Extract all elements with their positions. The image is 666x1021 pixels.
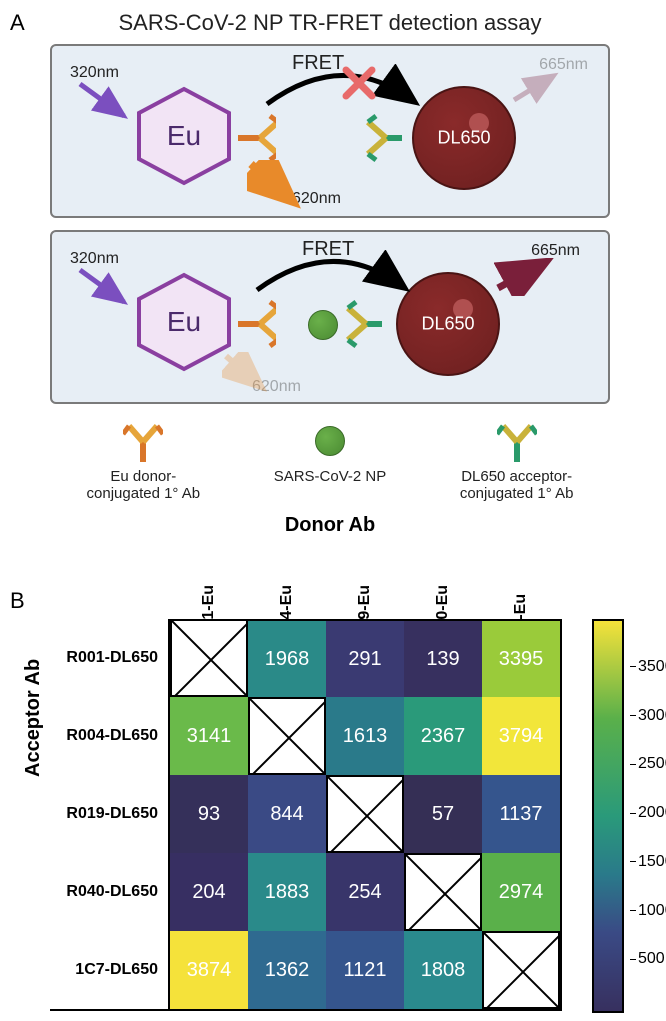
- europium-hexagon-icon-2: Eu: [134, 272, 234, 372]
- excitation-arrow-icon: [78, 82, 138, 126]
- excitation-wavelength-label-2: 320nm: [70, 250, 119, 268]
- panel-a-title: SARS-CoV-2 NP TR-FRET detection assay: [50, 10, 610, 36]
- heatmap-cell: 1613: [326, 697, 404, 775]
- heatmap-row-header: 1C7-DL650: [50, 931, 170, 1009]
- panel-a: SARS-CoV-2 NP TR-FRET detection assay 32…: [50, 10, 610, 537]
- heatmap-cell: 93: [170, 775, 248, 853]
- colorbar-ticks: 500 1000 1500 2000 2500 3000 3500: [630, 619, 666, 1009]
- heatmap-cell: 2367: [404, 697, 482, 775]
- acceptor-antibody-legend-icon: [497, 416, 537, 466]
- heatmap-cell: 3794: [482, 697, 560, 775]
- heatmap: R001-EuR004-EuR019-EuR040-Eu1C7-Eu R001-…: [50, 547, 562, 1011]
- heatmap-cell: 1121: [326, 931, 404, 1009]
- europium-hexagon-icon: Eu: [134, 86, 234, 186]
- colorbar-tick: 3500: [638, 658, 666, 676]
- acceptor-antibody-icon: [358, 110, 402, 170]
- heatmap-cell: 254: [326, 853, 404, 931]
- acceptor-antibody-icon-2: [338, 296, 382, 356]
- colorbar-tick: 3000: [638, 707, 666, 725]
- np-legend-icon: [315, 426, 345, 456]
- donor-antibody-legend-icon: [123, 416, 163, 466]
- fret-diagram: 320nm 665nm 620nm FRET Eu: [50, 230, 610, 404]
- heatmap-row-header: R001-DL650: [50, 619, 170, 697]
- heatmap-cell: 3395: [482, 619, 560, 697]
- colorbar-tick: 500: [638, 950, 665, 968]
- heatmap-cell: [248, 697, 326, 775]
- heatmap-cell: 204: [170, 853, 248, 931]
- excitation-wavelength-label: 320nm: [70, 64, 119, 82]
- dl650-label: DL650: [437, 128, 490, 149]
- no-fret-diagram: 320nm 665nm 620nm FRET Eu: [50, 44, 610, 218]
- heatmap-cell: 2974: [482, 853, 560, 931]
- heatmap-cell: 1362: [248, 931, 326, 1009]
- donor-antibody-icon-2: [232, 296, 276, 356]
- donor-ab-axis-title: Donor Ab: [50, 514, 610, 537]
- colorbar-tick: 1500: [638, 853, 666, 871]
- heatmap-cell: 57: [404, 775, 482, 853]
- heatmap-cell: 1808: [404, 931, 482, 1009]
- np-circle-icon: [308, 310, 338, 340]
- panel-b: Acceptor Ab R001-EuR004-EuR019-EuR040-Eu…: [50, 547, 656, 1011]
- europium-label: Eu: [167, 120, 201, 152]
- heatmap-column-headers: R001-EuR004-EuR019-EuR040-Eu1C7-Eu: [170, 547, 562, 619]
- no-fret-cross-icon: [342, 66, 376, 100]
- colorbar-gradient: [592, 619, 624, 1013]
- legend-acceptor-ab-text: DL650 acceptor- conjugated 1° Ab: [460, 468, 574, 502]
- colorbar-tick: 2500: [638, 755, 666, 773]
- europium-label-2: Eu: [167, 306, 201, 338]
- panel-b-label: B: [10, 588, 25, 614]
- heatmap-cell: 3874: [170, 931, 248, 1009]
- heatmap-cell: [326, 775, 404, 853]
- heatmap-cell: 3141: [170, 697, 248, 775]
- heatmap-cell: [482, 931, 560, 1009]
- panel-a-label: A: [10, 10, 25, 36]
- dl650-circle-icon: DL650: [412, 86, 516, 190]
- colorbar-tick: 2000: [638, 804, 666, 822]
- legend-acceptor-ab: DL650 acceptor- conjugated 1° Ab: [432, 416, 602, 502]
- dl650-label-2: DL650: [421, 314, 474, 335]
- heatmap-cell: 291: [326, 619, 404, 697]
- colorbar-tick: 1000: [638, 902, 666, 920]
- excitation-arrow-icon-2: [78, 268, 138, 312]
- legend-donor-ab: Eu donor- conjugated 1° Ab: [58, 416, 228, 502]
- acceptor-emission-arrow-icon: [494, 258, 554, 296]
- heatmap-cell: [404, 853, 482, 931]
- colorbar: 500100015002000250030003500 TR-FRET Rati…: [592, 619, 666, 1009]
- acceptor-ab-axis-title: Acceptor Ab: [22, 659, 45, 777]
- heatmap-cell: 844: [248, 775, 326, 853]
- donor-emission-arrow-icon: [247, 160, 307, 210]
- legend-donor-ab-text: Eu donor- conjugated 1° Ab: [87, 468, 201, 502]
- fret-arc-icon-2: [252, 250, 412, 300]
- heatmap-row-header: R040-DL650: [50, 853, 170, 931]
- heatmap-grid: R001-DL650 19682911393395 R004-DL6503141 16…: [50, 619, 562, 1011]
- heatmap-cell: 139: [404, 619, 482, 697]
- heatmap-cell: [170, 619, 248, 697]
- panel-a-legend: Eu donor- conjugated 1° Ab SARS-CoV-2 NP: [50, 416, 610, 502]
- donor-emission-arrow-faded-icon: [222, 352, 272, 396]
- acceptor-emission-arrow-faded-icon: [510, 72, 560, 106]
- heatmap-cell: 1883: [248, 853, 326, 931]
- legend-np: SARS-CoV-2 NP: [245, 416, 415, 485]
- heatmap-row-header: R019-DL650: [50, 775, 170, 853]
- heatmap-row-header: R004-DL650: [50, 697, 170, 775]
- figure: A SARS-CoV-2 NP TR-FRET detection assay …: [10, 10, 656, 1011]
- heatmap-cell: 1968: [248, 619, 326, 697]
- legend-np-text: SARS-CoV-2 NP: [274, 468, 387, 485]
- heatmap-cell: 1137: [482, 775, 560, 853]
